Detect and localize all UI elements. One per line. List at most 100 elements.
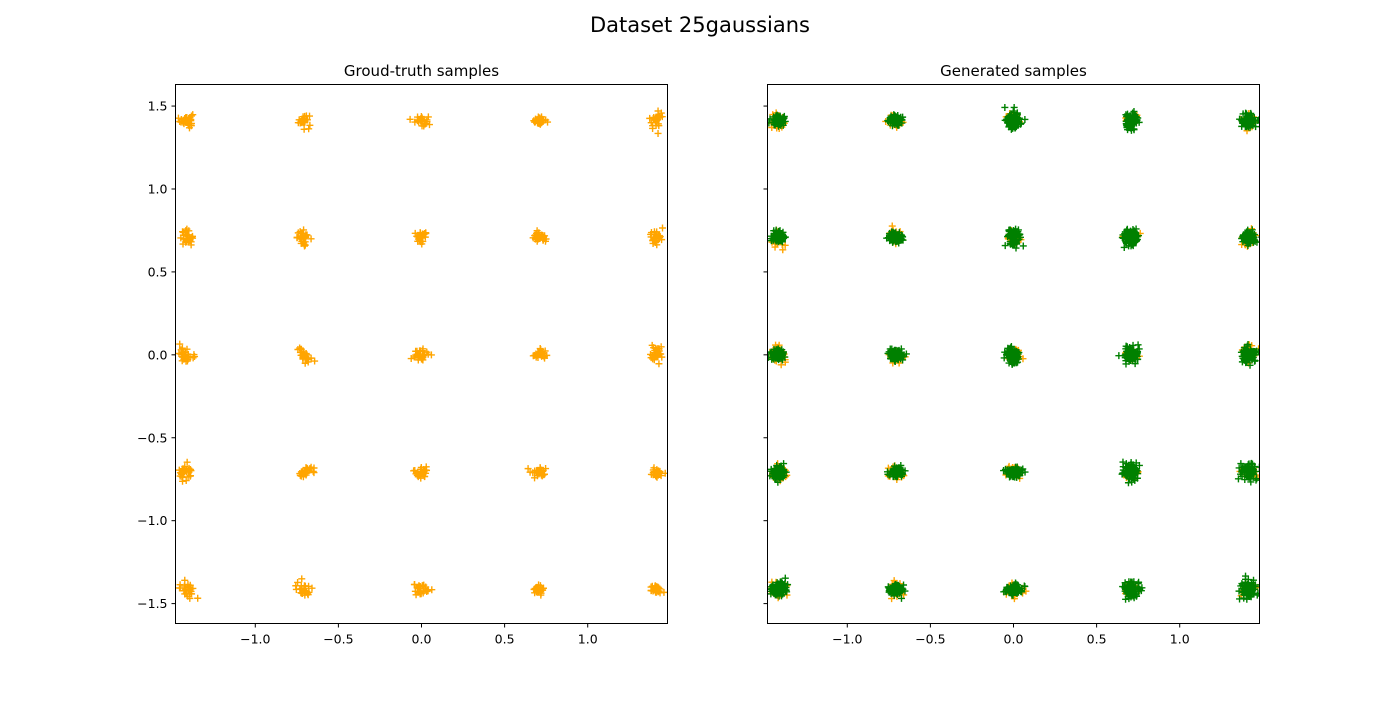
cluster-16: [296, 463, 318, 481]
point-marker: [656, 350, 664, 358]
x-tick-label: 0.5: [495, 632, 515, 647]
point-marker: [1129, 346, 1137, 354]
point-marker: [412, 347, 420, 355]
point-marker: [299, 355, 307, 363]
y-tick-label: 1.0: [148, 181, 168, 196]
y-tick-label: −0.5: [137, 430, 167, 445]
point-marker: [1130, 234, 1138, 242]
point-marker: [303, 116, 311, 124]
point-marker: [537, 119, 545, 127]
point-marker: [176, 584, 184, 592]
panel-title: Generated samples: [940, 62, 1087, 80]
point-marker: [1235, 464, 1243, 472]
point-marker: [892, 467, 900, 475]
plot-area: −1.0 −0.5 0.0 0.5 1.0 −1.5 −1.0 −0.5 0.0 0.5 1.0 1.…: [137, 84, 668, 647]
point-marker: [311, 357, 319, 365]
point-marker: [410, 353, 418, 361]
cluster-18: [1118, 458, 1143, 487]
point-marker: [1244, 340, 1252, 348]
point-marker: [1001, 242, 1009, 250]
point-marker: [768, 355, 776, 363]
cluster-20: [176, 576, 202, 602]
point-marker: [885, 348, 893, 356]
point-marker: [1236, 595, 1244, 603]
cluster-16: [883, 462, 909, 481]
point-marker: [419, 352, 427, 360]
cluster-9: [1238, 226, 1260, 249]
point-marker: [655, 232, 663, 240]
point-marker: [306, 121, 314, 129]
point-marker: [418, 114, 426, 122]
point-marker: [1125, 588, 1133, 596]
point-marker: [655, 114, 663, 122]
point-marker: [647, 583, 655, 591]
cluster-21: [292, 575, 316, 599]
point-marker: [1115, 352, 1123, 360]
point-marker: [183, 237, 191, 245]
point-marker: [896, 586, 904, 594]
cluster-0: [767, 111, 789, 130]
point-marker: [1132, 225, 1140, 233]
point-marker: [1012, 355, 1020, 363]
point-marker: [1124, 479, 1132, 487]
point-marker: [176, 340, 184, 348]
cluster-19: [1234, 459, 1260, 486]
point-marker: [1014, 118, 1022, 126]
point-marker: [659, 224, 667, 232]
point-marker: [182, 231, 190, 239]
point-marker: [777, 578, 785, 586]
cluster-17: [1000, 463, 1029, 481]
point-marker: [422, 229, 430, 237]
cluster-4: [646, 107, 666, 137]
point-marker: [897, 113, 905, 121]
cluster-1: [294, 112, 314, 133]
point-marker: [654, 129, 662, 137]
point-marker: [524, 465, 532, 473]
point-marker: [651, 234, 659, 242]
point-marker: [1130, 125, 1138, 133]
point-marker: [1238, 234, 1246, 242]
point-marker: [1242, 233, 1250, 241]
point-marker: [292, 585, 300, 593]
cluster-11: [884, 345, 910, 365]
point-marker: [1008, 358, 1016, 366]
point-marker: [415, 232, 423, 240]
point-marker: [1013, 121, 1021, 129]
point-marker: [651, 116, 659, 124]
point-marker: [175, 114, 182, 122]
x-tick-label: 0.0: [412, 632, 432, 647]
point-marker: [536, 588, 544, 596]
cluster-5: [767, 226, 789, 246]
point-marker: [1006, 113, 1014, 121]
cluster-13: [529, 345, 551, 362]
x-tick-label: −0.5: [323, 632, 353, 647]
point-marker: [526, 468, 534, 476]
point-marker: [296, 232, 304, 240]
point-marker: [1248, 117, 1256, 125]
point-marker: [649, 124, 657, 132]
point-marker: [532, 353, 540, 361]
point-marker: [421, 120, 429, 128]
point-marker: [779, 469, 787, 477]
point-marker: [1125, 463, 1133, 471]
point-marker: [661, 469, 668, 477]
point-marker: [889, 230, 897, 238]
point-marker: [1244, 464, 1252, 472]
point-marker: [1130, 115, 1138, 123]
cluster-18: [524, 464, 550, 482]
point-marker: [1010, 229, 1018, 237]
point-marker: [884, 470, 892, 478]
scatter-points: [175, 107, 668, 602]
point-marker: [532, 116, 540, 124]
point-marker: [1251, 463, 1259, 471]
point-marker: [411, 580, 419, 588]
point-marker: [773, 461, 781, 469]
point-marker: [893, 354, 901, 362]
point-marker: [1131, 238, 1139, 246]
point-marker: [182, 584, 190, 592]
y-tick-label: 0.0: [148, 347, 168, 362]
point-marker: [771, 352, 779, 360]
point-marker: [299, 473, 307, 481]
point-marker: [417, 115, 425, 123]
point-marker: [302, 464, 310, 472]
